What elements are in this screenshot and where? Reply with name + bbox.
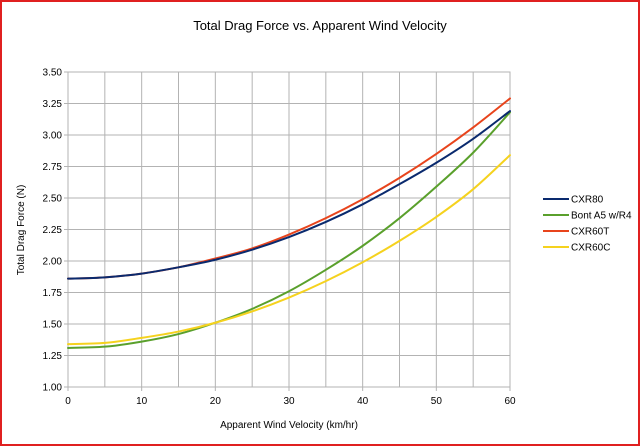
series-lines [67, 97, 511, 349]
x-tick-label: 50 [431, 396, 443, 407]
x-tick-label: 20 [210, 396, 222, 407]
y-tick-label: 2.00 [43, 257, 63, 268]
grid-lines [64, 71, 511, 391]
y-tick-label: 2.75 [43, 162, 63, 173]
series-line-cxr80 [67, 110, 511, 280]
tick-labels: 1.00 1.25 1.50 1.75 2.00 2.25 2.50 2.75 3.00 3.25… [43, 68, 516, 408]
legend-label-cxr60c: CXR60C [571, 243, 610, 254]
y-tick-label: 3.25 [43, 99, 63, 110]
x-tick-label: 0 [65, 396, 71, 407]
y-axis-label: Total Drag Force (N) [16, 185, 27, 276]
x-tick-label: 40 [357, 396, 369, 407]
legend-label-cxr60t: CXR60T [571, 227, 609, 238]
series-line-cxr60c [67, 154, 511, 346]
x-tick-label: 10 [136, 396, 148, 407]
series-line-bont-a5-w-r4 [67, 111, 511, 349]
y-tick-label: 3.00 [43, 131, 63, 142]
x-tick-label: 60 [504, 396, 516, 407]
legend: CXR80 Bont A5 w/R4 CXR60T CXR60C [543, 195, 632, 254]
y-tick-label: 1.00 [43, 383, 63, 394]
legend-label-cxr80: CXR80 [571, 195, 604, 206]
y-tick-label: 2.25 [43, 225, 63, 236]
y-tick-label: 2.50 [43, 194, 63, 205]
y-tick-label: 1.25 [43, 351, 63, 362]
legend-label-bont-a5-w-r4: Bont A5 w/R4 [571, 211, 632, 222]
y-tick-label: 1.75 [43, 288, 63, 299]
x-tick-label: 30 [283, 396, 295, 407]
y-tick-label: 3.50 [43, 68, 63, 79]
x-axis-label: Apparent Wind Velocity (km/hr) [220, 420, 358, 431]
chart-title: Total Drag Force vs. Apparent Wind Veloc… [193, 18, 447, 33]
y-tick-label: 1.50 [43, 320, 63, 331]
